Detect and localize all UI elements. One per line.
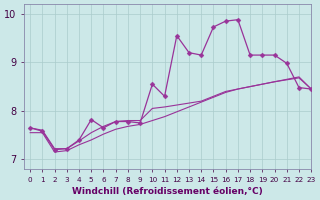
X-axis label: Windchill (Refroidissement éolien,°C): Windchill (Refroidissement éolien,°C): [72, 187, 263, 196]
